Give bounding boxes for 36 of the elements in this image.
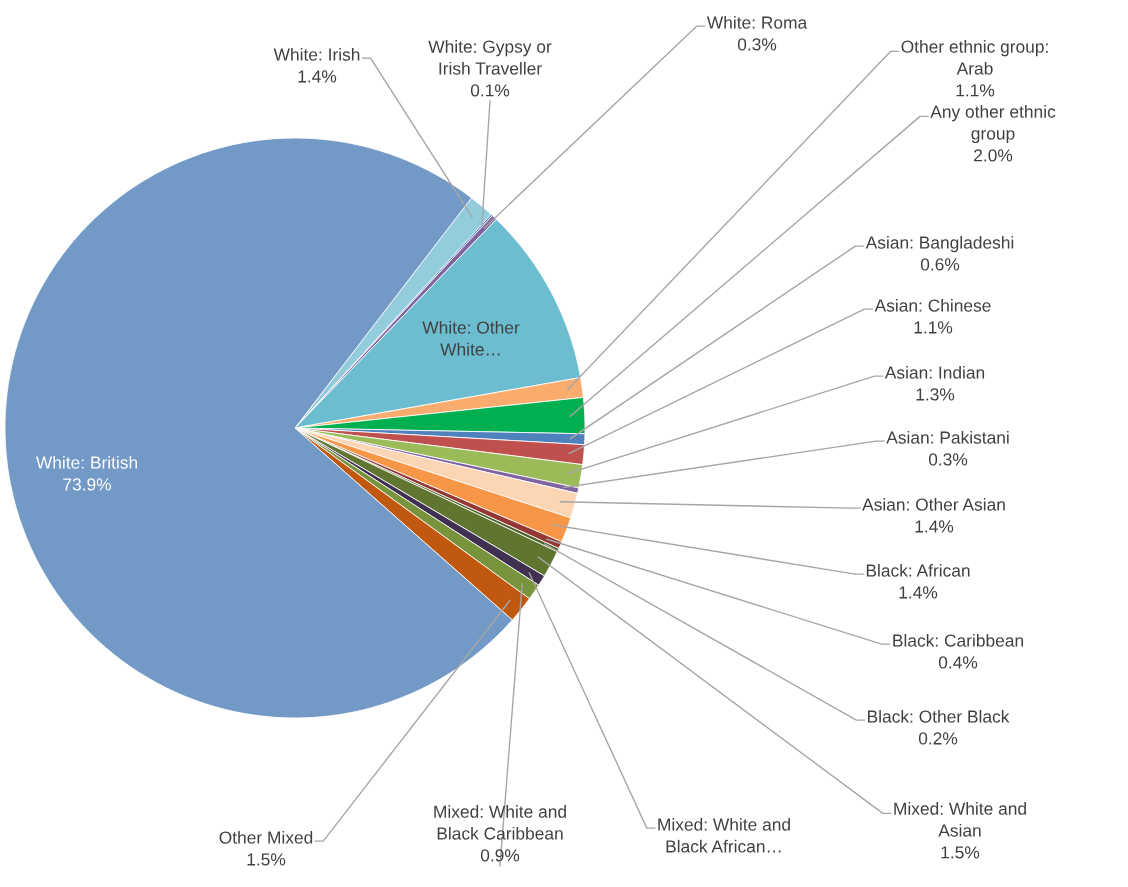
slice-label: Asian: Other Asian — [862, 497, 1005, 511]
data-label: 1.4% — [915, 520, 954, 533]
slice-label: White: Roma — [706, 15, 808, 29]
slice-label: White: Irish — [273, 47, 360, 61]
data-label: 0.3% — [737, 38, 777, 51]
data-label: 1.1% — [956, 84, 995, 97]
data-label: 0.4% — [938, 656, 978, 669]
data-label: 1.5% — [941, 846, 980, 859]
slice-label: Any other ethnic group — [930, 105, 1056, 144]
slice-label: Black: Caribbean — [893, 633, 1023, 647]
slice-label: White: British — [35, 455, 137, 469]
slice-label: Mixed: White and Black Caribbean — [434, 805, 566, 840]
slice-label: Mixed: White and Asian — [894, 802, 1026, 837]
data-label: 0.9% — [480, 849, 520, 862]
data-label: 1.5% — [247, 853, 286, 866]
slice-label: Other ethnic group: Arab — [901, 40, 1048, 75]
slice-label: Asian: Chinese — [874, 298, 991, 312]
slice-label: Mixed: White and Black African… — [658, 817, 790, 853]
data-label: 1.4% — [298, 70, 337, 83]
slice-label: Black: African — [866, 563, 970, 577]
slice-label: Black: Other Black — [868, 709, 1010, 723]
data-label: 1.4% — [899, 586, 938, 599]
slice-label: Asian: Pakistani — [886, 430, 1009, 444]
data-label: 0.2% — [918, 732, 958, 745]
slice-label: Other Mixed — [219, 830, 313, 844]
data-label: 1.1% — [914, 321, 953, 334]
data-label: 0.6% — [920, 258, 960, 271]
data-label: 2.0% — [974, 149, 1013, 162]
data-label: 73.9% — [63, 478, 111, 491]
slice-label: White: Other White… — [422, 320, 520, 356]
data-label: 0.1% — [470, 84, 510, 97]
data-label: 0.3% — [928, 453, 968, 466]
slice-label: White: Gypsy or Irish Traveller — [428, 40, 552, 75]
slice-label: Asian: Bangladeshi — [865, 235, 1014, 253]
slice-label: Asian: Indian — [884, 365, 985, 379]
data-label: 1.3% — [916, 388, 955, 401]
